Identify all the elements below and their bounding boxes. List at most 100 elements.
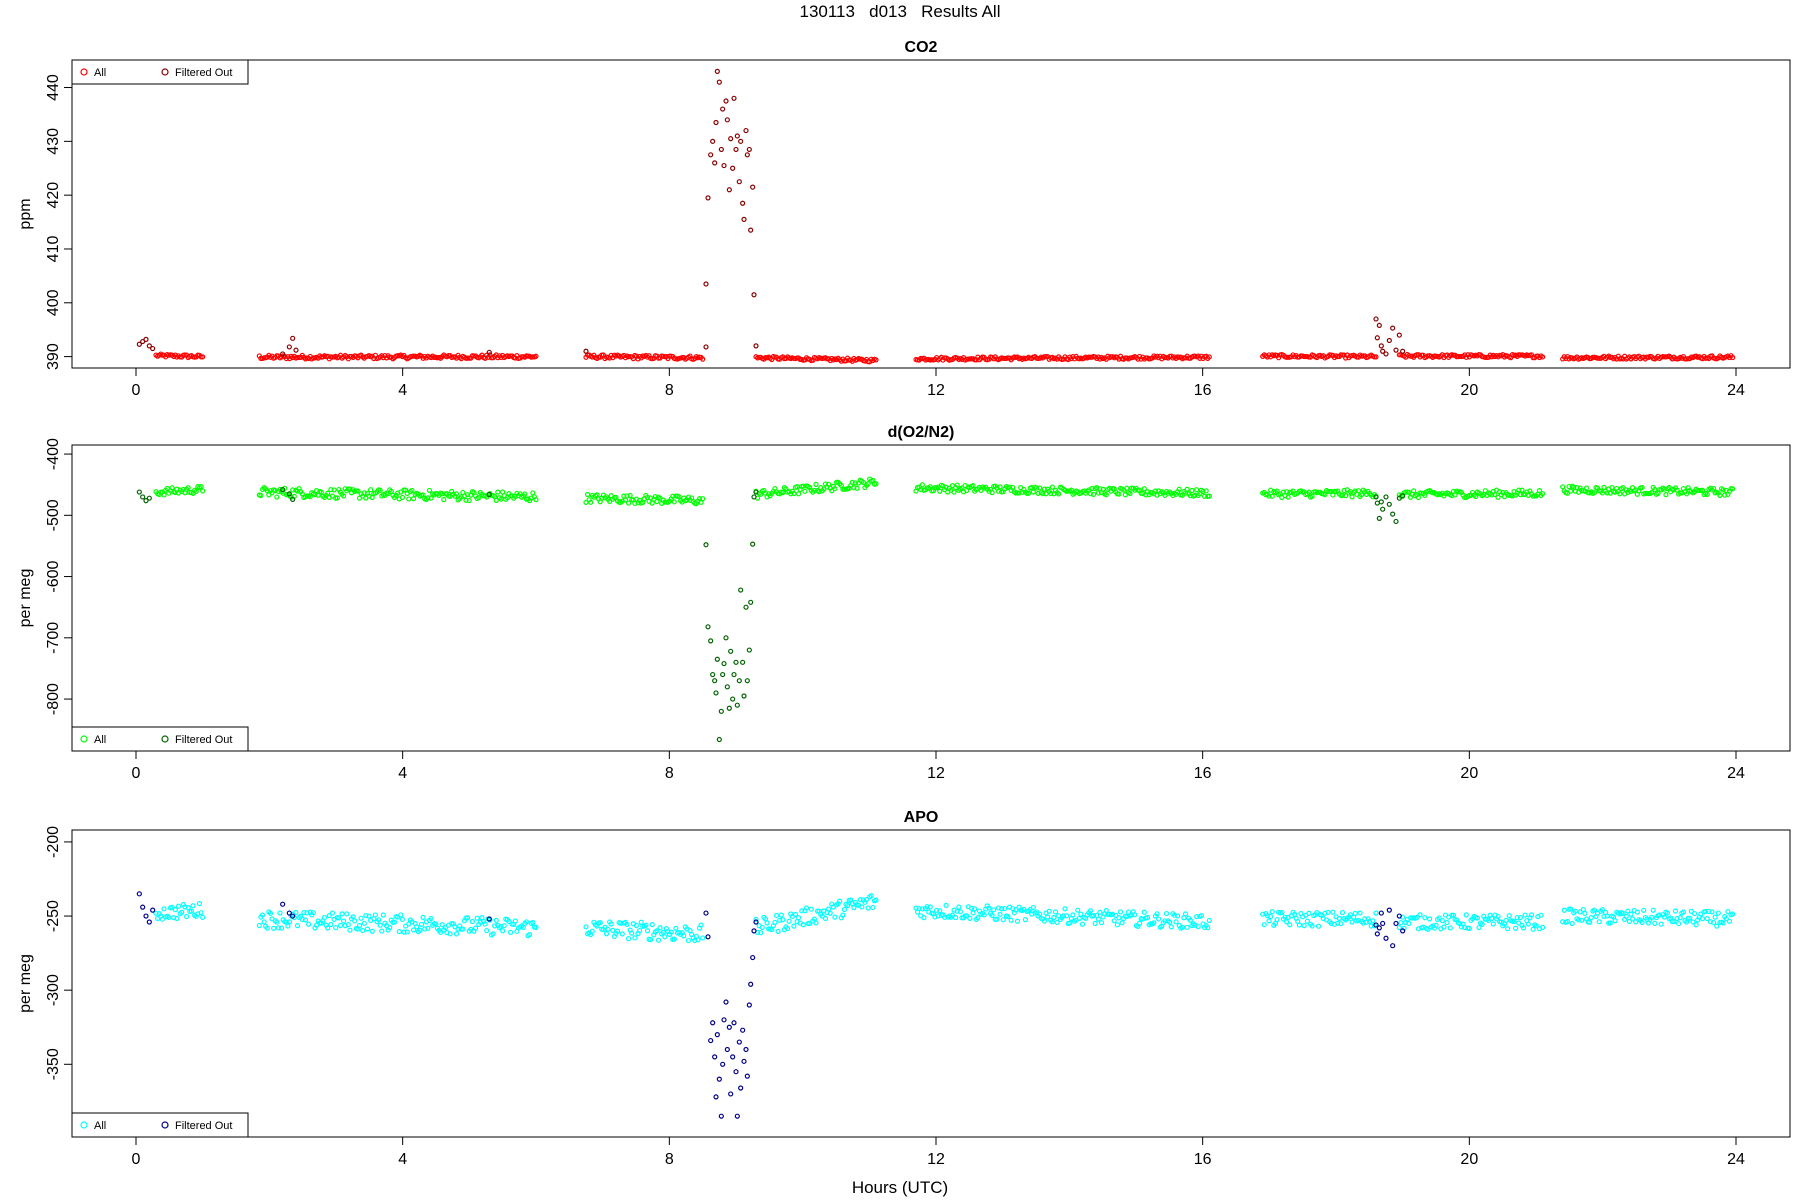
data-point-all	[1714, 923, 1720, 929]
data-point-all	[1179, 924, 1185, 930]
data-point-all	[277, 910, 283, 916]
data-point-all	[1367, 918, 1373, 925]
data-point-all	[918, 486, 924, 492]
data-point-all	[1699, 916, 1706, 922]
data-point-all	[1194, 487, 1200, 493]
data-point-all	[469, 918, 475, 925]
data-point-filtered	[728, 648, 734, 654]
data-point-filtered	[708, 152, 714, 158]
data-point-filtered	[143, 336, 149, 342]
data-point-all	[681, 933, 687, 939]
data-point-all	[957, 909, 963, 915]
data-point-filtered	[290, 913, 296, 919]
panel-title: CO2	[905, 39, 938, 56]
data-point-all	[772, 919, 778, 926]
data-point-all	[155, 915, 161, 922]
data-point-all	[336, 915, 342, 921]
data-point-all	[780, 490, 786, 496]
data-point-all	[1406, 920, 1412, 927]
data-point-all	[1414, 914, 1420, 921]
data-point-filtered	[1374, 335, 1380, 341]
data-point-all	[1641, 907, 1647, 913]
data-point-filtered	[730, 1054, 736, 1060]
data-point-all	[355, 488, 361, 494]
data-point-all	[164, 485, 170, 492]
data-point-all	[1175, 913, 1181, 919]
data-point-all	[1124, 485, 1130, 491]
data-point-all	[633, 922, 640, 929]
data-point-all	[344, 911, 350, 917]
data-point-all	[1075, 907, 1081, 913]
panel-title: d(O2/N2)	[888, 424, 955, 441]
x-tick-label: 24	[1727, 382, 1745, 399]
data-point-all	[968, 905, 975, 911]
data-point-all	[1538, 912, 1544, 918]
data-point-all	[1046, 908, 1052, 914]
data-point-all	[406, 496, 412, 502]
data-point-filtered	[1374, 931, 1380, 937]
data-point-all	[857, 897, 863, 903]
data-point-all	[1709, 909, 1715, 915]
data-point-all	[352, 918, 358, 924]
data-point-all	[1025, 490, 1032, 496]
data-point-all	[791, 490, 797, 497]
data-point-all	[1370, 918, 1376, 924]
data-point-all	[179, 909, 185, 915]
data-point-all	[759, 924, 765, 931]
data-point-all	[584, 491, 591, 498]
data-point-all	[698, 922, 704, 928]
y-tick-label: -800	[45, 683, 62, 715]
data-point-filtered	[1396, 332, 1402, 338]
data-point-filtered	[746, 647, 752, 653]
x-tick-label: 16	[1194, 1151, 1212, 1168]
data-point-all	[1664, 910, 1671, 916]
data-point-all	[800, 483, 806, 489]
data-point-filtered	[1396, 495, 1402, 501]
data-point-all	[873, 357, 879, 363]
data-point-all	[1533, 923, 1539, 929]
data-point-all	[1095, 490, 1101, 496]
data-point-all	[441, 497, 447, 503]
data-point-all	[632, 500, 638, 507]
data-point-filtered	[751, 494, 757, 500]
data-point-filtered	[718, 708, 724, 714]
data-point-filtered	[290, 335, 296, 341]
data-point-all	[1411, 488, 1417, 494]
data-point-filtered	[1373, 922, 1379, 928]
y-tick-label: 430	[45, 128, 62, 155]
data-point-filtered	[1380, 348, 1386, 354]
data-point-all	[1064, 913, 1070, 919]
data-point-filtered	[724, 684, 730, 690]
data-point-all	[1500, 489, 1506, 496]
data-point-filtered	[1373, 316, 1379, 322]
data-point-filtered	[712, 678, 718, 684]
x-tick-label: 20	[1460, 1151, 1478, 1168]
data-point-filtered	[143, 498, 149, 504]
data-point-filtered	[286, 491, 292, 497]
data-point-all	[597, 920, 603, 926]
data-point-all	[1030, 904, 1036, 911]
data-point-all	[465, 915, 471, 921]
data-point-all	[995, 488, 1002, 494]
data-point-all	[1649, 489, 1655, 496]
data-point-all	[1113, 912, 1119, 918]
data-point-all	[1723, 916, 1729, 922]
data-point-all	[1596, 919, 1602, 925]
data-point-all	[1617, 491, 1623, 497]
data-point-filtered	[712, 1054, 718, 1060]
data-point-all	[791, 923, 797, 929]
data-point-all	[1674, 915, 1680, 922]
data-point-all	[493, 497, 499, 503]
data-point-all	[851, 485, 857, 491]
data-point-all	[784, 925, 791, 932]
data-point-all	[530, 919, 536, 926]
data-point-all	[873, 897, 879, 903]
data-point-all	[1187, 917, 1193, 923]
data-point-all	[1359, 492, 1365, 498]
data-point-filtered	[738, 1085, 744, 1091]
data-point-all	[981, 912, 987, 918]
data-point-all	[629, 930, 635, 936]
data-point-all	[643, 922, 649, 928]
data-point-all	[294, 923, 301, 929]
